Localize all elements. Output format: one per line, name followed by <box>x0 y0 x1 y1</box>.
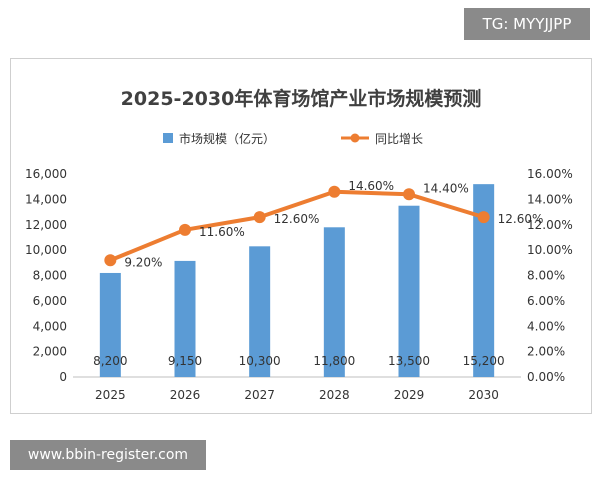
bars-layer <box>99 184 495 377</box>
y-left-tick-label: 14,000 <box>25 192 67 206</box>
growth-value-label: 14.60% <box>348 179 394 193</box>
labels-layer: 8,200 9,150 10,300 11,800 13,500 15,200 9.20% 1… <box>93 179 543 368</box>
x-tick-label: 2030 <box>468 388 499 402</box>
growth-marker <box>253 211 266 224</box>
growth-marker <box>179 223 191 236</box>
y-right-tick-label: 8.00% <box>527 269 565 283</box>
watermark-tag-top-text: TG: MYYJJPP <box>482 15 572 33</box>
y-right-tick-label: 4.00% <box>527 319 565 333</box>
chart-svg: 2025-2030年体育场馆产业市场规模预测 市场规模（亿元） 同比增长 0 2,0… <box>25 87 573 402</box>
legend-layer: 市场规模（亿元） 同比增长 <box>163 131 423 146</box>
x-tick-label: 2026 <box>170 388 201 402</box>
legend-swatch-bar <box>163 133 173 143</box>
growth-value-label: 12.60% <box>498 212 544 226</box>
legend-swatch-marker <box>350 133 360 143</box>
bar-value-label: 9,150 <box>168 354 202 368</box>
y-left-tick-label: 12,000 <box>25 218 67 232</box>
watermark-tag-top: TG: MYYJJPP <box>464 8 590 40</box>
growth-marker <box>328 185 341 198</box>
growth-line <box>109 189 485 263</box>
bar <box>473 184 495 377</box>
y-right-tick-label: 6.00% <box>527 294 565 308</box>
growth-marker <box>104 254 117 267</box>
bar-value-label: 15,200 <box>463 354 505 368</box>
bar <box>99 272 121 377</box>
y-right-tick-label: 0.00% <box>527 370 565 384</box>
growth-marker <box>403 188 415 201</box>
bar <box>174 260 196 377</box>
y-left-tick-label: 2,000 <box>33 345 67 359</box>
watermark-tag-bottom-text: www.bbin-register.com <box>27 447 189 463</box>
x-tick-label: 2027 <box>244 388 275 402</box>
y-left-tick-label: 16,000 <box>25 167 67 181</box>
bar-value-label: 8,200 <box>93 354 127 368</box>
y-right-tick-label: 10.00% <box>527 243 573 257</box>
y-left-tick-label: 8,000 <box>33 269 67 283</box>
growth-value-label: 9.20% <box>124 255 162 269</box>
chart-frame: 2025-2030年体育场馆产业市场规模预测 市场规模（亿元） 同比增长 0 2,0… <box>10 58 592 414</box>
legend-label-bar: 市场规模（亿元） <box>179 131 275 146</box>
y-left-tick-label: 4,000 <box>33 319 67 333</box>
line-layer <box>104 185 490 267</box>
x-tick-label: 2028 <box>319 388 350 402</box>
y-left-tick-label: 0 <box>59 370 67 384</box>
legend-label-line: 同比增长 <box>375 132 423 146</box>
bar-value-label: 11,800 <box>313 354 355 368</box>
y-left-tick-label: 6,000 <box>33 294 67 308</box>
bar <box>323 227 345 377</box>
y-right-tick-label: 2.00% <box>527 345 565 359</box>
x-tick-label: 2029 <box>394 388 425 402</box>
chart-title: 2025-2030年体育场馆产业市场规模预测 <box>121 87 482 110</box>
x-tick-label: 2025 <box>95 388 126 402</box>
y-right-tick-label: 12.00% <box>527 218 573 232</box>
bar-value-label: 10,300 <box>239 354 281 368</box>
y-right-tick-label: 16.00% <box>527 167 573 181</box>
growth-marker <box>477 211 490 224</box>
growth-value-label: 12.60% <box>274 212 320 226</box>
axes-layer: 0 2,000 4,000 6,000 8,000 10,000 12,000 14,000 1… <box>25 167 573 402</box>
title-layer: 2025-2030年体育场馆产业市场规模预测 <box>121 87 482 110</box>
growth-value-label: 11.60% <box>199 225 245 239</box>
watermark-tag-bottom: www.bbin-register.com <box>10 440 206 470</box>
bar <box>249 246 271 377</box>
y-right-tick-label: 14.00% <box>527 192 573 206</box>
bar <box>398 205 420 377</box>
bar-value-label: 13,500 <box>388 354 430 368</box>
growth-value-label: 14.40% <box>423 181 469 195</box>
y-left-tick-label: 10,000 <box>25 243 67 257</box>
